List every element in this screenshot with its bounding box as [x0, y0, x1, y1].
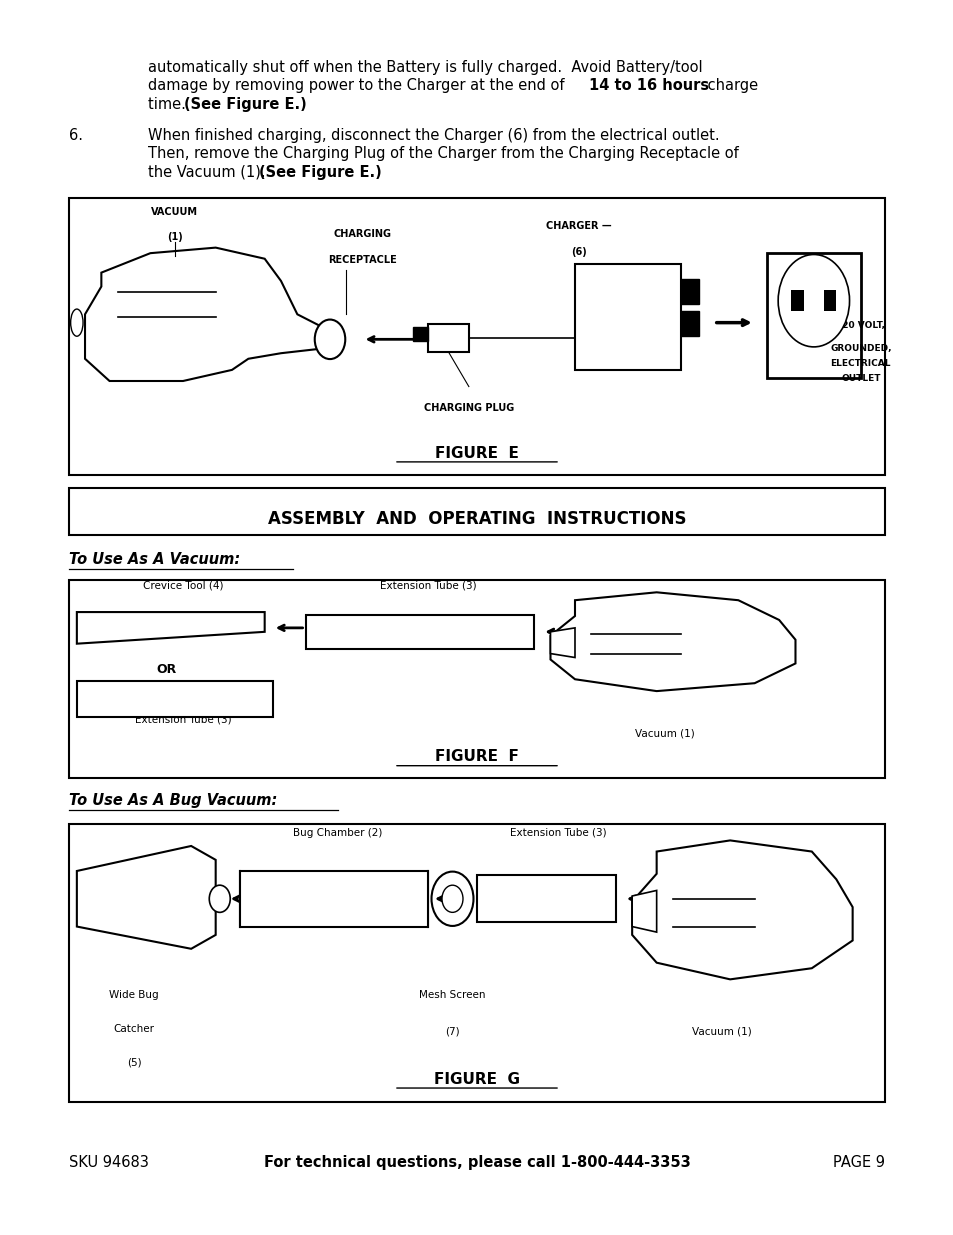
- Text: time.: time.: [148, 96, 194, 111]
- Text: To Use As A Bug Vacuum:: To Use As A Bug Vacuum:: [69, 793, 276, 808]
- Text: (6): (6): [571, 247, 586, 257]
- Text: (7): (7): [445, 1026, 459, 1036]
- Text: OUTLET: OUTLET: [841, 373, 880, 383]
- Text: Extension Tube (3): Extension Tube (3): [134, 715, 231, 725]
- Text: VACUUM: VACUUM: [152, 207, 198, 217]
- Text: OR: OR: [156, 663, 176, 676]
- Polygon shape: [550, 627, 575, 657]
- Polygon shape: [85, 248, 330, 380]
- Text: FIGURE  F: FIGURE F: [435, 750, 518, 764]
- Bar: [305, 615, 534, 648]
- Text: Catcher: Catcher: [113, 1024, 154, 1034]
- Text: 6.: 6.: [69, 127, 83, 142]
- Text: 14 to 16 hours: 14 to 16 hours: [588, 78, 708, 93]
- Bar: [413, 327, 428, 341]
- Bar: [823, 290, 836, 311]
- Text: PAGE 9: PAGE 9: [832, 1155, 884, 1170]
- Text: When finished charging, disconnect the Charger (6) from the electrical outlet.: When finished charging, disconnect the C…: [148, 127, 719, 142]
- Circle shape: [778, 254, 849, 347]
- Bar: [680, 311, 699, 336]
- Text: 120 VOLT,: 120 VOLT,: [836, 321, 884, 330]
- Bar: [790, 290, 802, 311]
- Text: (5): (5): [127, 1057, 141, 1067]
- Bar: [428, 324, 468, 352]
- Text: Vacuum (1): Vacuum (1): [691, 1026, 751, 1036]
- Text: SKU 94683: SKU 94683: [69, 1155, 149, 1170]
- Text: Extension Tube (3): Extension Tube (3): [379, 580, 476, 590]
- Text: Bug Chamber (2): Bug Chamber (2): [294, 827, 382, 837]
- Polygon shape: [632, 890, 656, 932]
- Bar: [476, 876, 616, 923]
- Bar: [575, 264, 680, 370]
- Text: Vacuum (1): Vacuum (1): [635, 729, 694, 739]
- Text: (See Figure E.): (See Figure E.): [259, 164, 382, 179]
- Text: CHARGING: CHARGING: [334, 230, 392, 240]
- Circle shape: [441, 885, 462, 913]
- Polygon shape: [632, 841, 852, 979]
- Text: FIGURE  G: FIGURE G: [434, 1072, 519, 1087]
- Text: For technical questions, please call 1-800-444-3353: For technical questions, please call 1-8…: [263, 1155, 690, 1170]
- Text: Wide Bug: Wide Bug: [109, 990, 158, 1000]
- Bar: [240, 871, 428, 926]
- Text: RECEPTACLE: RECEPTACLE: [328, 256, 396, 266]
- Text: CHARGER —: CHARGER —: [546, 221, 611, 231]
- Text: ASSEMBLY  AND  OPERATING  INSTRUCTIONS: ASSEMBLY AND OPERATING INSTRUCTIONS: [268, 510, 685, 527]
- Polygon shape: [550, 593, 795, 692]
- Text: (See Figure E.): (See Figure E.): [184, 96, 307, 111]
- Text: (1): (1): [167, 232, 183, 242]
- Text: ELECTRICAL: ELECTRICAL: [830, 358, 890, 368]
- Bar: [69, 488, 884, 535]
- Text: Then, remove the Charging Plug of the Charger from the Charging Receptacle of: Then, remove the Charging Plug of the Ch…: [148, 146, 738, 161]
- Bar: [766, 253, 860, 378]
- Text: CHARGING PLUG: CHARGING PLUG: [423, 403, 514, 414]
- Polygon shape: [77, 613, 264, 643]
- Text: damage by removing power to the Charger at the end of: damage by removing power to the Charger …: [148, 78, 568, 93]
- Text: automatically shut off when the Battery is fully charged.  Avoid Battery/tool: automatically shut off when the Battery …: [148, 59, 701, 74]
- Polygon shape: [77, 846, 215, 948]
- Circle shape: [314, 320, 345, 359]
- Bar: [69, 198, 884, 475]
- Bar: [680, 279, 699, 304]
- Text: charge: charge: [702, 78, 758, 93]
- Bar: [77, 682, 273, 716]
- Circle shape: [209, 885, 230, 913]
- Text: GROUNDED,: GROUNDED,: [829, 343, 891, 353]
- Ellipse shape: [71, 309, 83, 336]
- Bar: [69, 824, 884, 1102]
- Text: Crevice Tool (4): Crevice Tool (4): [143, 580, 223, 590]
- Bar: [69, 580, 884, 778]
- Text: To Use As A Vacuum:: To Use As A Vacuum:: [69, 552, 240, 567]
- Text: Mesh Screen: Mesh Screen: [418, 990, 485, 1000]
- Circle shape: [431, 872, 473, 926]
- Text: FIGURE  E: FIGURE E: [435, 446, 518, 461]
- Text: the Vacuum (1).: the Vacuum (1).: [148, 164, 274, 179]
- Text: Extension Tube (3): Extension Tube (3): [510, 827, 606, 837]
